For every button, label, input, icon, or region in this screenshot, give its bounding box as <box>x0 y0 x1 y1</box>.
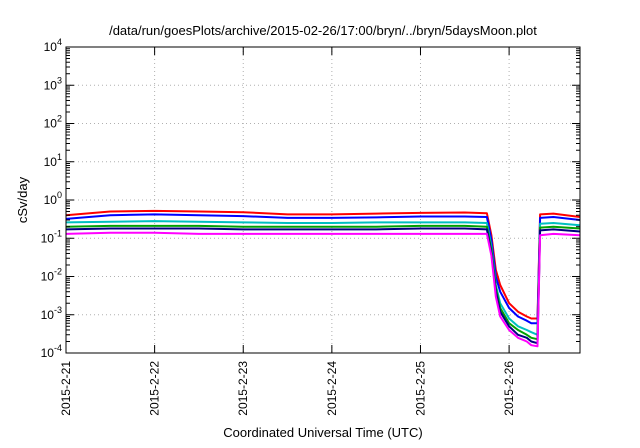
x-tick-label: 2015-2-25 <box>413 361 427 416</box>
y-tick-label: 10-3 <box>41 305 62 322</box>
series-line-5 <box>65 227 581 345</box>
chart-title: /data/run/goesPlots/archive/2015-02-26/1… <box>109 23 537 38</box>
y-tick-label: 10-2 <box>41 267 62 284</box>
x-tick-label: 2015-2-22 <box>148 361 162 416</box>
y-tick-label: 103 <box>44 75 62 92</box>
x-tick-label: 2015-2-21 <box>59 361 73 416</box>
series-layer <box>65 209 581 348</box>
y-tick-label: 100 <box>44 190 62 207</box>
series-line-6 <box>65 231 581 348</box>
y-tick-label: 101 <box>44 152 62 169</box>
ticks: 10-4 10-3 10-2 10-1 100 101 102 103 104 2015-2-21… <box>41 37 580 416</box>
y-tick-label: 104 <box>44 37 62 54</box>
x-tick-label: 2015-2-26 <box>502 361 516 416</box>
x-tick-label: 2015-2-24 <box>325 361 339 416</box>
y-tick-label: 10-4 <box>41 343 62 360</box>
y-tick-label: 10-1 <box>41 228 62 245</box>
y-axis-label: cSv/day <box>15 176 30 223</box>
x-tick-label: 2015-2-23 <box>236 361 250 416</box>
y-tick-label: 102 <box>44 114 62 131</box>
series-line-2 <box>65 213 581 325</box>
x-axis-label: Coordinated Universal Time (UTC) <box>223 425 422 440</box>
